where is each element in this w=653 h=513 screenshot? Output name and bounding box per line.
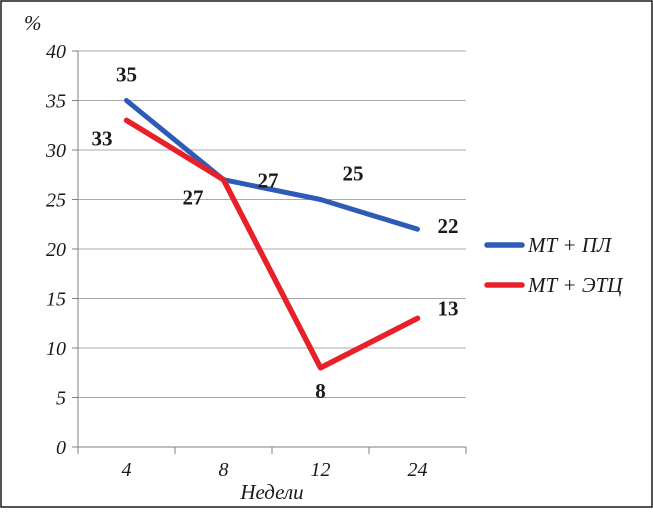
data-label-s1-12: 25 <box>343 162 364 186</box>
data-label-s2-12: 8 <box>315 379 326 403</box>
data-label-s2-4: 33 <box>92 126 113 150</box>
legend: МТ + ПЛ МТ + ЭТЦ <box>484 233 624 297</box>
y-tick-label-0: 0 <box>56 437 66 459</box>
x-tick-label-12: 12 <box>311 459 331 481</box>
y-tick-label-5: 5 <box>56 388 66 410</box>
axes: 0 5 10 15 20 25 30 35 40 4 8 12 24 <box>45 41 467 481</box>
data-label-s1-24: 22 <box>438 214 459 238</box>
data-labels: 35 27 25 22 33 27 8 13 <box>92 63 459 403</box>
data-label-s1-8: 27 <box>258 169 279 193</box>
x-tick-label-8: 8 <box>219 459 229 481</box>
data-label-s2-8: 27 <box>183 186 204 210</box>
legend-label-1: МТ + ПЛ <box>527 233 613 257</box>
y-tick-label-30: 30 <box>45 140 66 162</box>
x-tick-label-24: 24 <box>408 459 428 481</box>
y-tick-label-40: 40 <box>46 41 66 63</box>
data-label-s1-4: 35 <box>116 63 137 87</box>
series-line-2 <box>123 117 421 371</box>
series-line-1 <box>124 98 420 232</box>
y-tick-label-15: 15 <box>46 289 66 311</box>
data-label-s2-24: 13 <box>438 296 459 320</box>
y-tick-label-10: 10 <box>46 338 66 360</box>
x-tick-label-4: 4 <box>122 459 132 481</box>
legend-label-2: МТ + ЭТЦ <box>527 273 624 297</box>
y-tick-label-25: 25 <box>46 190 66 212</box>
gridlines <box>72 50 466 448</box>
y-tick-label-20: 20 <box>46 239 66 261</box>
y-tick-label-35: 35 <box>45 91 66 113</box>
y-axis-title: % <box>24 11 42 35</box>
x-axis-title: Недели <box>239 480 303 504</box>
series-lines <box>123 98 421 371</box>
